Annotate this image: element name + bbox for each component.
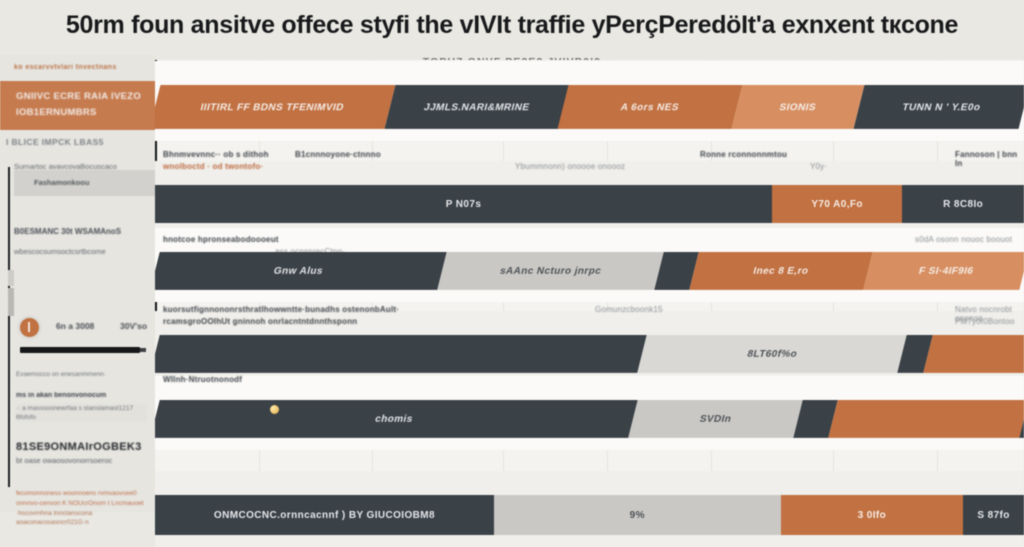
sidebar-footer-line-1: onnnvo-cenvon K NOUcrOnom t Lncmauoet bbox=[16, 500, 144, 507]
bar-segment[interactable]: ONMCOCNC.ornncacnnf ) BY GIUCOIOBM8 bbox=[155, 495, 494, 535]
sidebar-vertical-rule bbox=[8, 167, 10, 487]
bar-segment[interactable]: 9% bbox=[493, 495, 781, 535]
bar-segment[interactable]: 3 0Ifo bbox=[780, 495, 964, 535]
sidebar-section-label: I BLICE IMPCK LBAS5 bbox=[6, 137, 104, 147]
stacked-bar[interactable]: IIITIRL FF BDNS TFENIMVID JJMLS.NARI&MRIN… bbox=[155, 85, 1024, 129]
chart-row-annotation: WIInh·Ntruotnonodf bbox=[163, 375, 243, 384]
sidebar-kicker: ko escarvvtvlari tnvectnans bbox=[14, 64, 117, 71]
sidebar-marker-chip-2 bbox=[8, 288, 14, 316]
chart-row-annotation: Y0y· bbox=[810, 162, 828, 171]
chart-bar-row[interactable]: P N07s Y70 A0,Fo R 8C8Io bbox=[155, 185, 1024, 223]
bar-segment[interactable]: Inec 8 E,ro bbox=[689, 252, 873, 290]
chart-plot-area: IIITIRL FF BDNS TFENIMVID JJMLS.NARI&MRIN… bbox=[155, 60, 1024, 547]
chart-row-annotation: kuorsutfignnononrsthratlhowwntte·bunadhs… bbox=[163, 305, 400, 314]
chart-row-annotation: s0dA osonn nouoc boouot bbox=[915, 235, 1013, 244]
chart-row-annotation: rcamsgroOOIhUt gninnoh onrlacntntdnnthsp… bbox=[163, 317, 358, 326]
chart-row-annotation: Gomunzcboonk15 bbox=[595, 305, 663, 314]
chart-row-annotation: Ybummnonn) onoooe onoooz bbox=[515, 162, 626, 171]
bar-segment[interactable]: chomis bbox=[155, 400, 638, 438]
status-badge-icon bbox=[20, 318, 39, 337]
chart-row-annotation: Fannoson | bnn ln bbox=[955, 150, 1018, 168]
chart-row-annotation: PM7y0f0Bontoo bbox=[955, 317, 1015, 326]
chart-bar-row[interactable]: Gnw Alus sAAnc Ncturo jnrpc Inec 8 E,ro F S… bbox=[155, 252, 1024, 290]
bar-segment[interactable]: TUNN N ' Y.E0o bbox=[853, 85, 1024, 129]
sidebar-item-highlighted[interactable]: Fashamonkoou bbox=[14, 170, 155, 196]
stacked-bar[interactable]: ONMCOCNC.ornncacnnf ) BY GIUCOIOBM8 9% 3 0… bbox=[155, 495, 1024, 535]
sidebar-big-sublabel: bt oase owaosovonorrsoeroc bbox=[16, 456, 113, 465]
sidebar: ko escarvvtvlari tnvectnans GNIIVC ECRE … bbox=[0, 55, 155, 526]
sidebar-note-2: ·· a masssoonewrfaa s stanstamast1217 6f… bbox=[16, 404, 147, 422]
bar-segment[interactable]: sAAnc Ncturo jnrpc bbox=[437, 252, 664, 290]
chart-row-annotation: hnotcoe hpronseabodoooeut bbox=[163, 235, 279, 244]
bar-segment[interactable]: SVDIn bbox=[628, 400, 803, 438]
sidebar-footer-line-0: fкcоmоnnoness woonnoens rvmvaovsee0 bbox=[16, 490, 137, 497]
sidebar-item-highlighted-label: Fashamonkoou bbox=[34, 178, 90, 187]
chart-bar-row[interactable]: 8LT60f%oIvE 8Irds bbox=[155, 335, 1024, 373]
bar-segment[interactable]: JJMLS.NARI&MRINE bbox=[384, 85, 569, 129]
bar-segment[interactable]: 8LT60f%o bbox=[636, 335, 908, 373]
sidebar-big-label: 81SE9ONMAIrOGBEK3 bbox=[16, 441, 142, 453]
chart-row-annotation: B1cnnnoyone·ctnnno bbox=[295, 150, 381, 159]
chart-row-annotation: Natvo nocnrobt ononoz bbox=[955, 305, 1013, 323]
bar-segment[interactable]: S 87fo bbox=[963, 495, 1024, 535]
sidebar-item-1[interactable]: B0ESMANC 30t WSAMAnoS bbox=[14, 227, 122, 236]
sidebar-progress-bar bbox=[20, 347, 146, 353]
bar-segment[interactable]: IIITIRL FF BDNS TFENIMVID bbox=[155, 85, 396, 129]
sidebar-banner-line1: GNIIVC ECRE RAIA IVEZO bbox=[16, 91, 142, 102]
chart-bar-row[interactable]: ONMCOCNC.ornncacnnf ) BY GIUCOIOBM8 9% 3 0… bbox=[155, 495, 1024, 535]
bar-segment[interactable] bbox=[155, 335, 647, 373]
bar-segment[interactable] bbox=[828, 400, 1024, 438]
bar-segment[interactable]: SIONIS bbox=[731, 85, 865, 129]
sidebar-item-0[interactable]: Surnartoc avavcovaBocuscaco bbox=[14, 162, 117, 171]
stacked-bar[interactable]: Gnw Alus sAAnc Ncturo jnrpc Inec 8 E,ro F S… bbox=[155, 252, 1024, 290]
chart-row-annotation: ass.ocnsnrecCtno· bbox=[275, 247, 345, 256]
stacked-bar[interactable]: 8LT60f%oIvE 8Irds bbox=[155, 335, 1024, 373]
sidebar-metric-secondary: 30V'so bbox=[120, 321, 148, 331]
chart-bar-row[interactable]: chomisSVDIn8 0Ph6 bbox=[155, 400, 1024, 438]
bar-segment[interactable]: A 6ors NES bbox=[557, 85, 743, 129]
chart-row-annotation: wnolboctd · od twontofo· bbox=[163, 162, 264, 171]
sidebar-banner: GNIIVC ECRE RAIA IVEZO IOB1ERNUMBRS bbox=[0, 81, 155, 130]
sidebar-note-0: Evaemocco on enesanmmenn· bbox=[16, 371, 106, 378]
sidebar-item-2[interactable]: wbescocsumsoctcsrtbcome bbox=[14, 247, 106, 256]
sidebar-marker-chip bbox=[8, 270, 14, 286]
bar-segment[interactable]: Y70 A0,Fo bbox=[771, 185, 903, 223]
sidebar-note-1: ms in akan benonvonocum bbox=[16, 392, 107, 399]
chart-bar-row[interactable]: IIITIRL FF BDNS TFENIMVID JJMLS.NARI&MRIN… bbox=[155, 85, 1024, 129]
stacked-bar[interactable]: P N07s Y70 A0,Fo R 8C8Io bbox=[155, 185, 1024, 223]
bar-segment[interactable] bbox=[923, 335, 1024, 373]
sidebar-metric-primary: 6n a 3008 bbox=[56, 321, 95, 331]
bar-segment[interactable]: R 8C8Io bbox=[902, 185, 1024, 223]
bar-segment[interactable]: Gnw Alus bbox=[155, 252, 447, 290]
chart-row-annotation: Bhnmvevnnc·· ob s dithoh bbox=[163, 150, 269, 159]
stacked-bar[interactable]: chomisSVDIn8 0Ph6 bbox=[155, 400, 1024, 438]
chart-row-annotation: Ronne rconnonnmtou bbox=[700, 150, 788, 159]
page-title: 50rm foun ansitve offece styfi the vIVIt… bbox=[65, 11, 959, 39]
bar-segment[interactable]: F SI·4IF9I6 bbox=[862, 252, 1024, 290]
bar-segment[interactable]: P N07s bbox=[155, 185, 772, 223]
highlight-dot-icon bbox=[270, 405, 279, 414]
sidebar-banner-line2: IOB1ERNUMBRS bbox=[16, 107, 97, 118]
